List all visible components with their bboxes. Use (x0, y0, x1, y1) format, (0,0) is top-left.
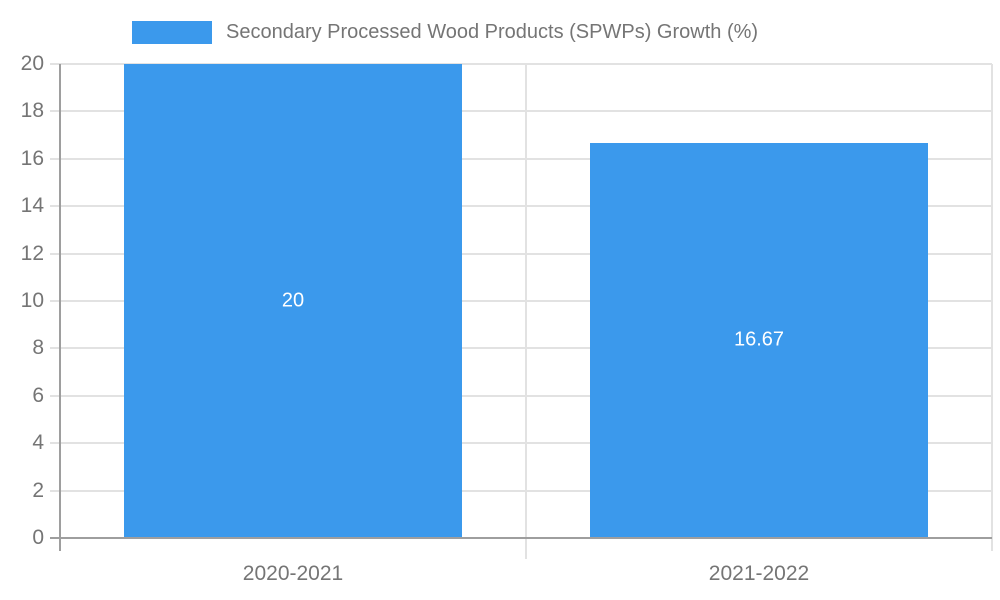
gridline (50, 205, 992, 208)
gridline (50, 442, 992, 445)
gridline-vertical (991, 64, 993, 551)
y-tick-label: 16 (20, 146, 44, 170)
x-tick-label: 2020-2021 (242, 562, 344, 585)
bar-value-label: 16.67 (733, 328, 785, 351)
legend-label: Secondary Processed Wood Products (SPWPs… (226, 21, 759, 43)
gridline (50, 300, 992, 302)
y-tick-label: 18 (20, 99, 44, 123)
y-axis-line (59, 64, 61, 551)
y-tick-label: 12 (20, 241, 44, 265)
gridline (50, 347, 992, 350)
gridline (50, 394, 992, 397)
gridline (50, 489, 992, 492)
y-tick-label: 4 (32, 431, 44, 455)
legend-item[interactable]: Secondary Processed Wood Products (SPWPs… (132, 21, 758, 44)
x-tick-label: 2021-2022 (708, 562, 810, 585)
y-tick-label: 14 (20, 194, 44, 218)
y-tick-label: 2 (32, 478, 44, 502)
legend-swatch-icon (132, 21, 212, 44)
gridline-vertical (525, 64, 527, 559)
y-tick-label: 0 (32, 526, 44, 549)
y-tick-label: 20 (20, 52, 44, 75)
y-tick-label: 10 (20, 289, 44, 312)
bar-2021-2022[interactable] (590, 142, 928, 538)
gridline (50, 63, 992, 65)
gridline (50, 157, 992, 160)
y-tick-label: 6 (32, 383, 44, 407)
bar-2020-2021[interactable] (124, 64, 462, 538)
bar-value-label: 20 (281, 289, 305, 312)
gridline (50, 110, 992, 113)
x-axis-line (50, 537, 992, 539)
gridline (50, 252, 992, 255)
y-tick-label: 8 (32, 336, 44, 360)
